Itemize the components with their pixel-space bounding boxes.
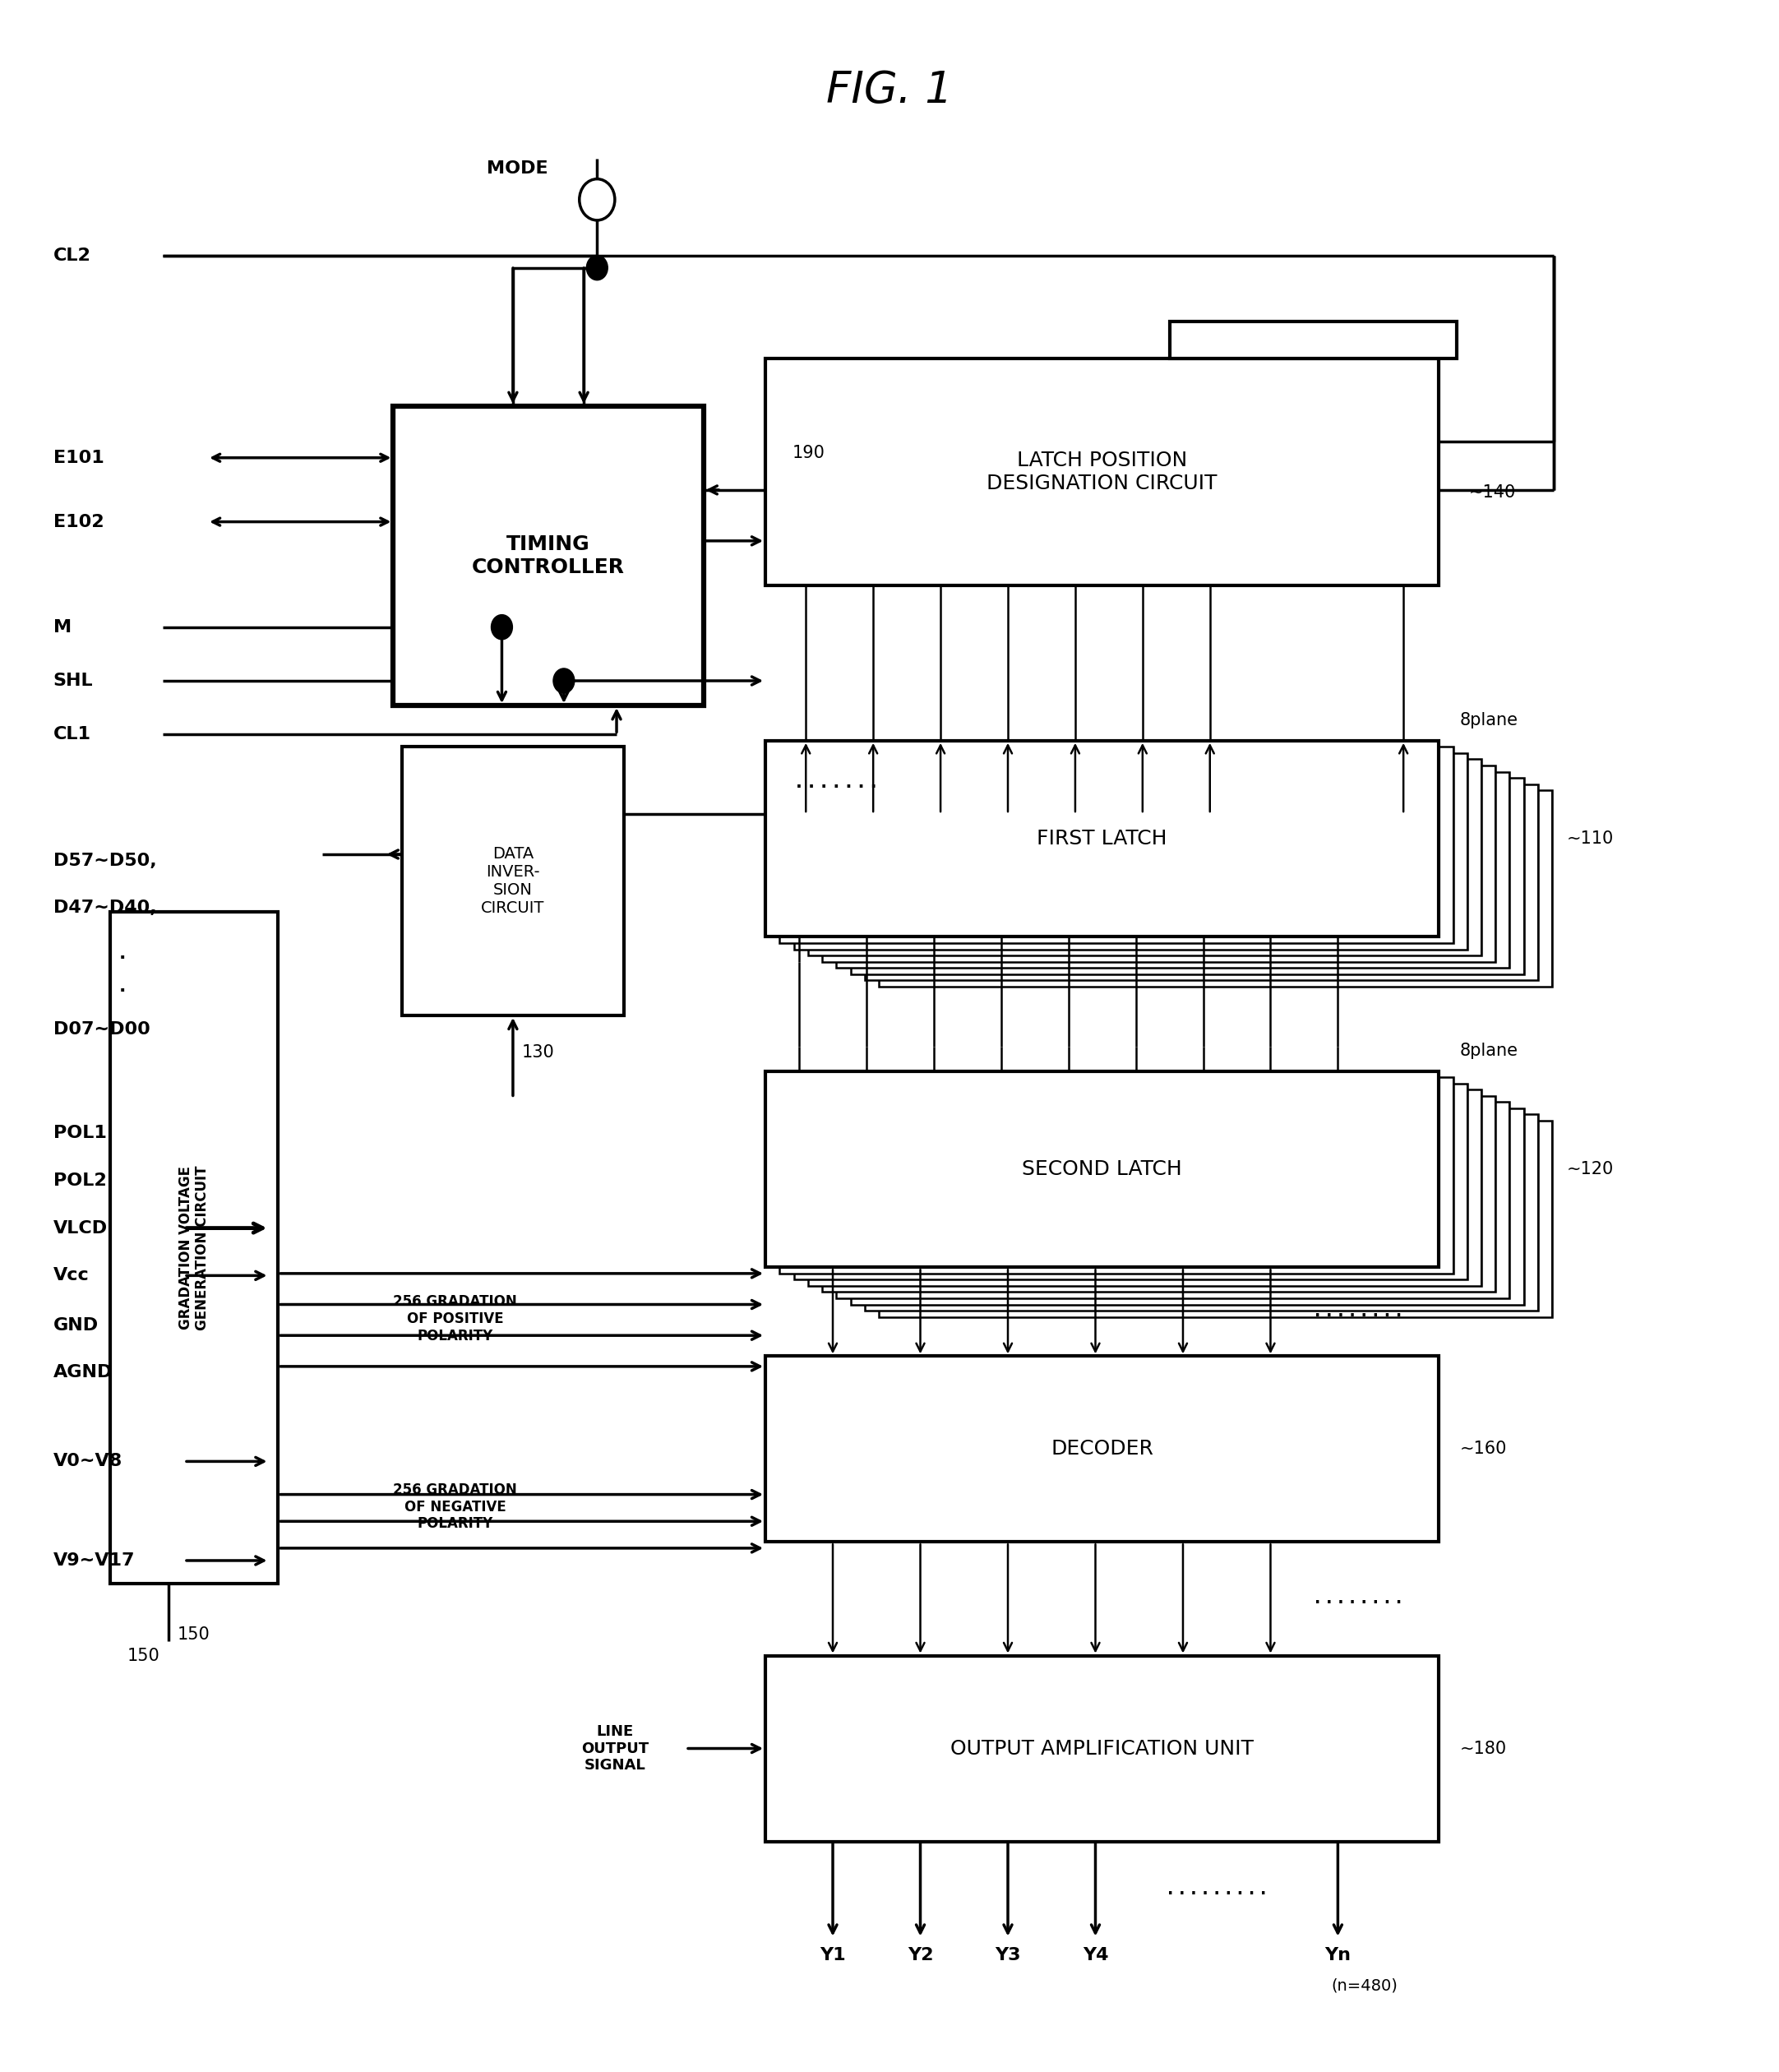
Text: GND: GND: [53, 1318, 98, 1334]
Text: D47~D40,: D47~D40,: [53, 899, 157, 916]
Bar: [765, 740, 1439, 937]
Text: ~110: ~110: [1567, 831, 1614, 847]
Text: E101: E101: [53, 450, 103, 466]
Circle shape: [491, 615, 512, 640]
Text: OUTPUT AMPLIFICATION UNIT: OUTPUT AMPLIFICATION UNIT: [950, 1738, 1254, 1759]
Text: V9~V17: V9~V17: [53, 1552, 135, 1569]
Text: 256 GRADATION
OF POSITIVE
POLARITY: 256 GRADATION OF POSITIVE POLARITY: [393, 1295, 518, 1343]
Text: Y3: Y3: [994, 1948, 1021, 1962]
Text: Y2: Y2: [907, 1948, 934, 1962]
Text: SECOND LATCH: SECOND LATCH: [1023, 1160, 1183, 1179]
Bar: [822, 765, 1496, 961]
Bar: [850, 1109, 1525, 1305]
Text: . . . . . . . . .: . . . . . . . . .: [1167, 1881, 1267, 1898]
Text: CL1: CL1: [53, 727, 91, 742]
Text: 8plane: 8plane: [1461, 713, 1519, 727]
Text: TIMING
CONTROLLER: TIMING CONTROLLER: [471, 535, 624, 578]
Text: . . . . . . . .: . . . . . . . .: [1315, 1303, 1402, 1320]
Circle shape: [553, 669, 575, 694]
Bar: [779, 1077, 1453, 1274]
Text: Vcc: Vcc: [53, 1268, 89, 1285]
Text: DATA
INVER-
SION
CIRCUIT: DATA INVER- SION CIRCUIT: [480, 845, 544, 916]
Text: POL2: POL2: [53, 1173, 107, 1189]
Text: (n=480): (n=480): [1331, 1979, 1398, 1993]
Text: 190: 190: [792, 445, 825, 462]
Bar: [836, 1102, 1510, 1299]
Text: 8plane: 8plane: [1461, 1042, 1519, 1059]
Text: POL1: POL1: [53, 1125, 107, 1142]
Bar: [793, 1084, 1468, 1280]
Text: DECODER: DECODER: [1051, 1440, 1153, 1459]
Text: Y1: Y1: [820, 1948, 845, 1962]
Bar: [765, 1656, 1439, 1842]
Bar: [110, 912, 278, 1583]
Bar: [765, 358, 1439, 586]
Text: Y4: Y4: [1082, 1948, 1108, 1962]
Text: MODE: MODE: [487, 160, 548, 176]
Text: .: .: [119, 945, 126, 961]
Bar: [836, 771, 1510, 968]
Bar: [393, 406, 703, 707]
Bar: [1169, 321, 1457, 358]
Text: VLCD: VLCD: [53, 1220, 107, 1237]
Bar: [808, 758, 1482, 955]
Bar: [808, 1090, 1482, 1287]
Text: FIG. 1: FIG. 1: [825, 68, 954, 112]
Text: LINE
OUTPUT
SIGNAL: LINE OUTPUT SIGNAL: [582, 1724, 649, 1774]
Bar: [779, 746, 1453, 943]
Bar: [402, 746, 624, 1015]
Text: . . . . . . .: . . . . . . .: [795, 775, 877, 792]
Text: ~120: ~120: [1567, 1160, 1614, 1177]
Bar: [850, 777, 1525, 974]
Text: 150: 150: [126, 1647, 160, 1664]
Text: D07~D00: D07~D00: [53, 1021, 149, 1038]
Bar: [822, 1096, 1496, 1293]
Text: . . . . . . . .: . . . . . . . .: [1315, 1591, 1402, 1606]
Bar: [865, 1115, 1539, 1312]
Text: AGND: AGND: [53, 1363, 112, 1380]
Text: CL2: CL2: [53, 247, 91, 263]
Bar: [765, 1355, 1439, 1542]
Text: ~180: ~180: [1461, 1740, 1507, 1757]
Bar: [793, 752, 1468, 949]
Text: LATCH POSITION
DESIGNATION CIRCUIT: LATCH POSITION DESIGNATION CIRCUIT: [987, 452, 1217, 493]
Text: 256 GRADATION
OF NEGATIVE
POLARITY: 256 GRADATION OF NEGATIVE POLARITY: [393, 1481, 518, 1531]
Circle shape: [587, 255, 608, 280]
Bar: [765, 1071, 1439, 1268]
Text: D57~D50,: D57~D50,: [53, 852, 157, 868]
Text: FIRST LATCH: FIRST LATCH: [1037, 829, 1167, 850]
Text: ~160: ~160: [1461, 1440, 1507, 1457]
Bar: [879, 1121, 1553, 1318]
Circle shape: [580, 178, 616, 220]
Text: M: M: [53, 620, 71, 636]
Text: E102: E102: [53, 514, 103, 530]
Text: 130: 130: [521, 1044, 555, 1061]
Text: ~140: ~140: [1469, 485, 1516, 501]
Text: GRADATION VOLTAGE
GENERATION CIRCUIT: GRADATION VOLTAGE GENERATION CIRCUIT: [178, 1164, 210, 1330]
Text: SHL: SHL: [53, 673, 93, 690]
Text: V0~V8: V0~V8: [53, 1452, 123, 1469]
Bar: [865, 783, 1539, 980]
Bar: [879, 789, 1553, 986]
Text: 150: 150: [178, 1627, 210, 1643]
Text: Yn: Yn: [1325, 1948, 1350, 1962]
Text: .: .: [119, 978, 126, 995]
